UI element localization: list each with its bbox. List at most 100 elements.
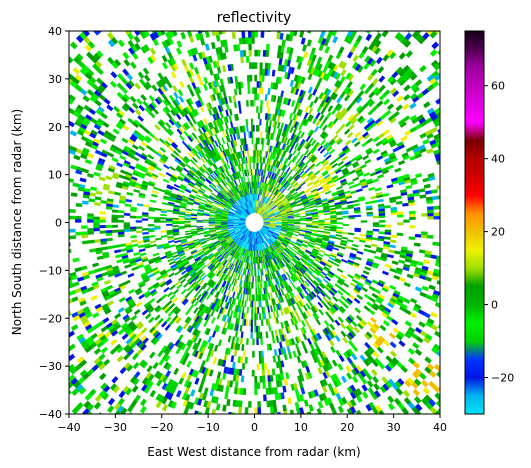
reflectivity-gate (52, 247, 58, 251)
reflectivity-gate (154, 462, 160, 468)
reflectivity-gate (453, 58, 461, 65)
reflectivity-gate (55, 334, 62, 341)
reflectivity-gate (54, 95, 61, 102)
reflectivity-gate (283, 157, 288, 165)
reflectivity-gate (432, 205, 440, 210)
reflectivity-gate (54, 344, 61, 351)
reflectivity-gate (321, 5, 327, 12)
reflectivity-gate (160, 217, 167, 220)
reflectivity-gate (333, 16, 339, 23)
reflectivity-gate (59, 298, 66, 304)
reflectivity-gate (300, 131, 305, 139)
reflectivity-gate (27, 275, 34, 281)
reflectivity-gate (214, 222, 222, 225)
reflectivity-gate (131, 437, 138, 445)
reflectivity-gate (276, 175, 281, 182)
reflectivity-gate (254, 150, 256, 157)
reflectivity-gate (52, 43, 60, 51)
reflectivity-gate (110, 14, 117, 22)
reflectivity-gate (272, 173, 277, 180)
reflectivity-gate (53, 190, 60, 195)
reflectivity-gate (343, 190, 351, 195)
reflectivity-gate (450, 55, 458, 63)
reflectivity-gate (416, 114, 425, 121)
reflectivity-gate (30, 152, 37, 158)
reflectivity-gate (486, 133, 493, 139)
reflectivity-gate (339, 123, 346, 131)
reflectivity-gate (307, 129, 313, 136)
reflectivity-gate (285, 166, 291, 174)
reflectivity-gate (342, 13, 348, 20)
reflectivity-gate (353, 203, 360, 207)
reflectivity-gate (310, 208, 318, 212)
reflectivity-gate (49, 306, 56, 312)
reflectivity-gate (322, 124, 328, 132)
reflectivity-gate (358, 196, 365, 200)
reflectivity-gate (256, 156, 259, 164)
reflectivity-gate (52, 340, 59, 347)
reflectivity-gate (499, 134, 506, 140)
reflectivity-gate (99, 230, 107, 234)
reflectivity-gate (180, 0, 186, 6)
reflectivity-gate (0, 147, 6, 153)
reflectivity-gate (253, 162, 255, 170)
reflectivity-gate (330, 15, 336, 22)
reflectivity-gate (494, 120, 501, 127)
reflectivity-gate (44, 291, 51, 297)
reflectivity-gate (46, 200, 52, 204)
reflectivity-gate (129, 215, 137, 219)
reflectivity-gate (193, 14, 198, 21)
reflectivity-gate (69, 323, 70, 325)
reflectivity-gate (254, 62, 258, 69)
reflectivity-gate (39, 226, 45, 230)
reflectivity-gate (294, 23, 299, 30)
reflectivity-gate (94, 239, 101, 243)
reflectivity-gate (360, 0, 367, 2)
reflectivity-gate (396, 211, 404, 215)
reflectivity-gate (250, 118, 254, 126)
reflectivity-gate (258, 81, 262, 88)
reflectivity-gate (205, 18, 210, 25)
reflectivity-gate (450, 163, 457, 168)
reflectivity-gate (453, 133, 460, 139)
reflectivity-gate (386, 164, 394, 170)
reflectivity-gate (280, 1, 284, 8)
reflectivity-gate (259, 68, 263, 76)
reflectivity-gate (259, 106, 263, 114)
reflectivity-gate (252, 125, 255, 132)
reflectivity-gate (449, 159, 456, 164)
reflectivity-gate (184, 0, 190, 5)
reflectivity-gate (190, 225, 197, 228)
reflectivity-gate (443, 125, 450, 131)
reflectivity-gate (447, 119, 454, 125)
reflectivity-gate (210, 23, 215, 30)
reflectivity-gate (111, 229, 119, 233)
reflectivity-gate (426, 206, 434, 211)
reflectivity-gate (318, 92, 324, 100)
reflectivity-gate (135, 220, 143, 223)
reflectivity-gate (251, 125, 254, 132)
reflectivity-gate (27, 279, 34, 285)
reflectivity-gate (348, 9, 354, 16)
reflectivity-gate (129, 228, 137, 232)
reflectivity-gate (257, 112, 261, 120)
reflectivity-gate (311, 14, 316, 21)
reflectivity-gate (186, 17, 191, 24)
reflectivity-gate (22, 337, 29, 344)
reflectivity-gate (247, 87, 251, 95)
reflectivity-gate (35, 257, 42, 262)
reflectivity-gate (69, 292, 70, 293)
reflectivity-gate (275, 200, 282, 206)
reflectivity-gate (107, 444, 114, 452)
reflectivity-gate (81, 225, 88, 229)
reflectivity-gate (456, 123, 463, 129)
reflectivity-gate (39, 142, 46, 148)
reflectivity-gate (2, 138, 9, 144)
reflectivity-gate (334, 3, 340, 10)
reflectivity-gate (177, 0, 183, 7)
reflectivity-gate (354, 214, 361, 218)
reflectivity-gate (341, 210, 349, 214)
reflectivity-gate (246, 100, 249, 107)
reflectivity-gate (452, 211, 458, 215)
